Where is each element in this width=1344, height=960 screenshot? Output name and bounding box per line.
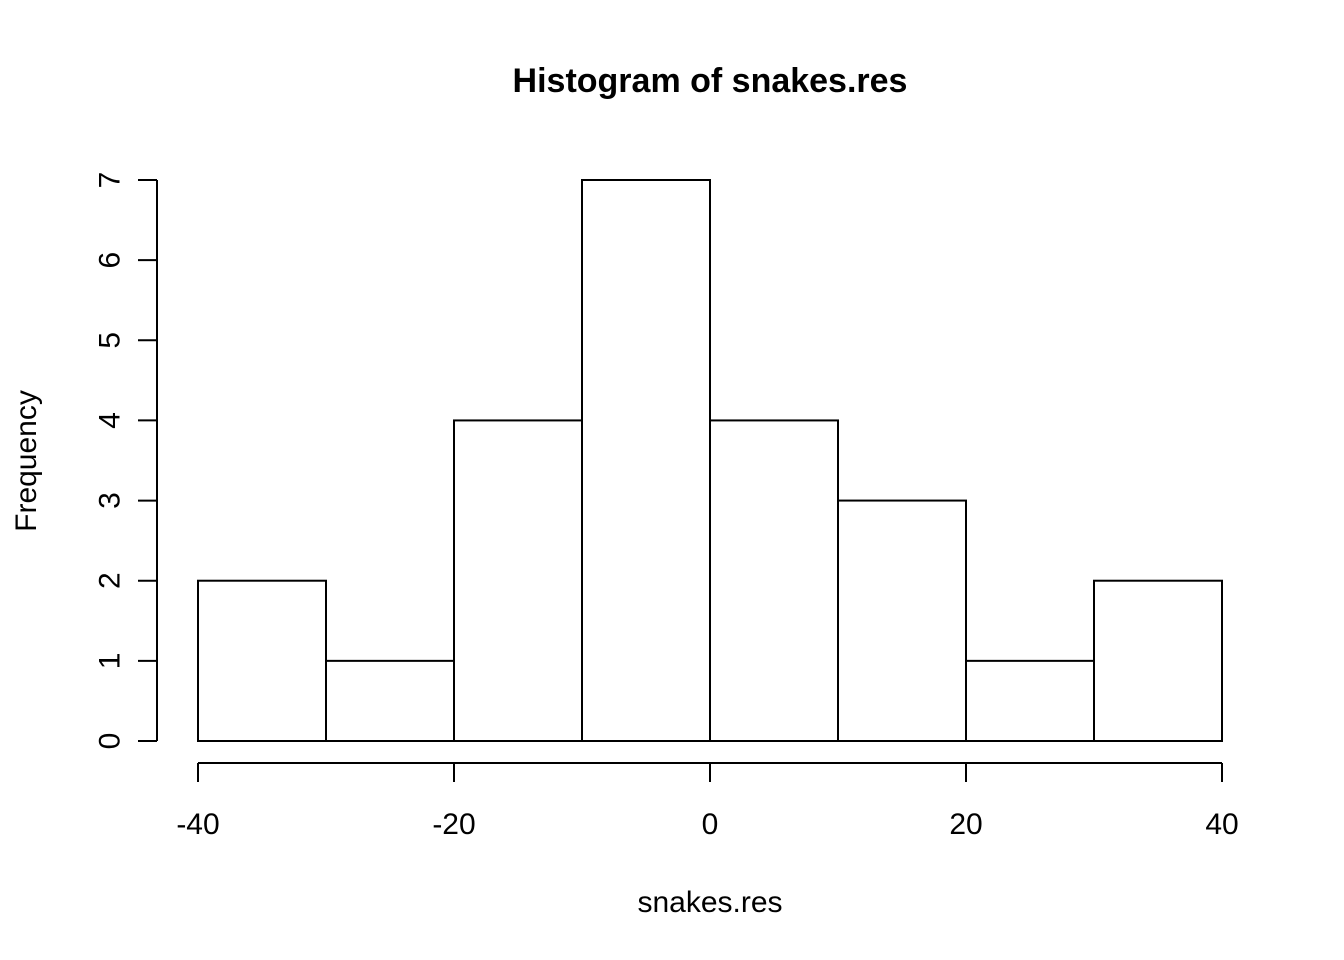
chart-title: Histogram of snakes.res bbox=[513, 62, 908, 100]
y-tick-label: 3 bbox=[94, 492, 127, 509]
y-tick-label: 7 bbox=[94, 172, 127, 189]
x-axis: -40 -20 0 20 40 bbox=[176, 762, 1239, 841]
histogram-bar bbox=[1093, 579, 1223, 743]
histogram-bar bbox=[197, 579, 327, 743]
histogram-bar bbox=[453, 419, 583, 742]
histogram-bar bbox=[837, 499, 967, 743]
y-tick-label: 0 bbox=[94, 733, 127, 750]
histogram-bar bbox=[325, 659, 455, 742]
y-tick-label: 1 bbox=[94, 653, 127, 670]
x-tick-label: 0 bbox=[702, 808, 719, 841]
x-tick-label: 40 bbox=[1205, 808, 1238, 841]
x-tick-label: -20 bbox=[432, 808, 475, 841]
x-tick-label: -40 bbox=[176, 808, 219, 841]
y-tick-label: 4 bbox=[94, 412, 127, 429]
y-tick-label: 2 bbox=[94, 572, 127, 589]
y-axis: 0 1 2 3 4 5 6 7 bbox=[94, 172, 158, 750]
y-tick-label: 6 bbox=[94, 252, 127, 269]
bars-group bbox=[197, 179, 1223, 743]
x-tick-label: 20 bbox=[949, 808, 982, 841]
x-axis-label: snakes.res bbox=[637, 886, 782, 919]
y-axis-label: Frequency bbox=[10, 390, 43, 532]
y-tick-label: 5 bbox=[94, 332, 127, 349]
histogram-bar bbox=[709, 419, 839, 742]
histogram-bar bbox=[965, 659, 1095, 742]
histogram-bar bbox=[581, 179, 711, 742]
